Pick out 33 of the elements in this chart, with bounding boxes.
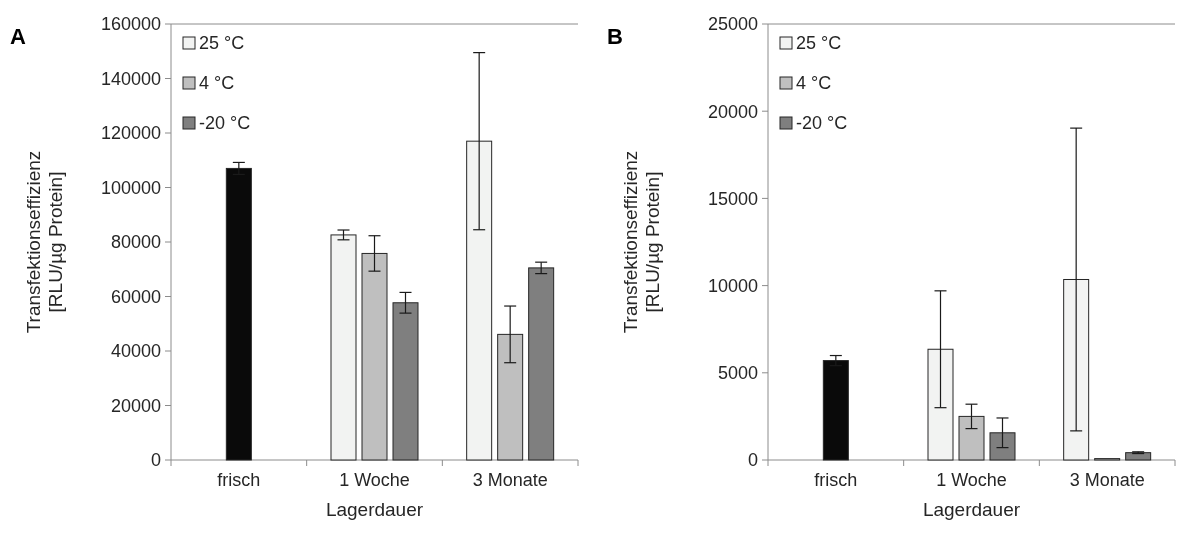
x-tick-label: 3 Monate bbox=[1069, 470, 1145, 490]
y-tick-label: 100000 bbox=[100, 177, 161, 198]
y-tick-label: 10000 bbox=[707, 275, 758, 296]
y-tick-label: 20000 bbox=[707, 101, 758, 122]
y-tick-label: 20000 bbox=[110, 395, 161, 416]
y-tick-label: 140000 bbox=[100, 68, 161, 89]
x-tick-label: frisch bbox=[217, 470, 261, 490]
x-axis-title: Lagerdauer bbox=[922, 499, 1021, 520]
y-tick-label: 160000 bbox=[100, 14, 161, 35]
y-tick-label: 120000 bbox=[100, 123, 161, 144]
chart-title: A bbox=[10, 24, 26, 49]
x-axis-title: Lagerdauer bbox=[325, 499, 424, 520]
y-tick-label: 0 bbox=[150, 450, 161, 471]
x-tick-label: frisch bbox=[814, 470, 858, 490]
y-axis-title: Transfektionseffizienz [RLU/µg Protein] bbox=[22, 150, 67, 334]
y-axis-title: Transfektionseffizienz [RLU/µg Protein] bbox=[619, 150, 664, 334]
legend-label: 4 °C bbox=[796, 73, 832, 94]
y-tick-label: 60000 bbox=[110, 286, 161, 307]
y-tick-label: 80000 bbox=[110, 232, 161, 253]
x-tick-label: 3 Monate bbox=[472, 470, 548, 490]
x-tick-label: 1 Woche bbox=[339, 470, 410, 490]
legend-label: 4 °C bbox=[199, 73, 235, 94]
y-tick-label: 5000 bbox=[717, 363, 758, 384]
y-tick-label: 25000 bbox=[707, 14, 758, 35]
legend-label: -20 °C bbox=[796, 113, 848, 134]
y-tick-label: 40000 bbox=[110, 341, 161, 362]
legend-label: -20 °C bbox=[199, 113, 251, 134]
legend-label: 25 °C bbox=[199, 33, 245, 54]
x-tick-label: 1 Woche bbox=[936, 470, 1007, 490]
y-tick-label: 15000 bbox=[707, 188, 758, 209]
chart-title: B bbox=[607, 24, 623, 49]
y-tick-label: 0 bbox=[747, 450, 758, 471]
legend-label: 25 °C bbox=[796, 33, 842, 54]
